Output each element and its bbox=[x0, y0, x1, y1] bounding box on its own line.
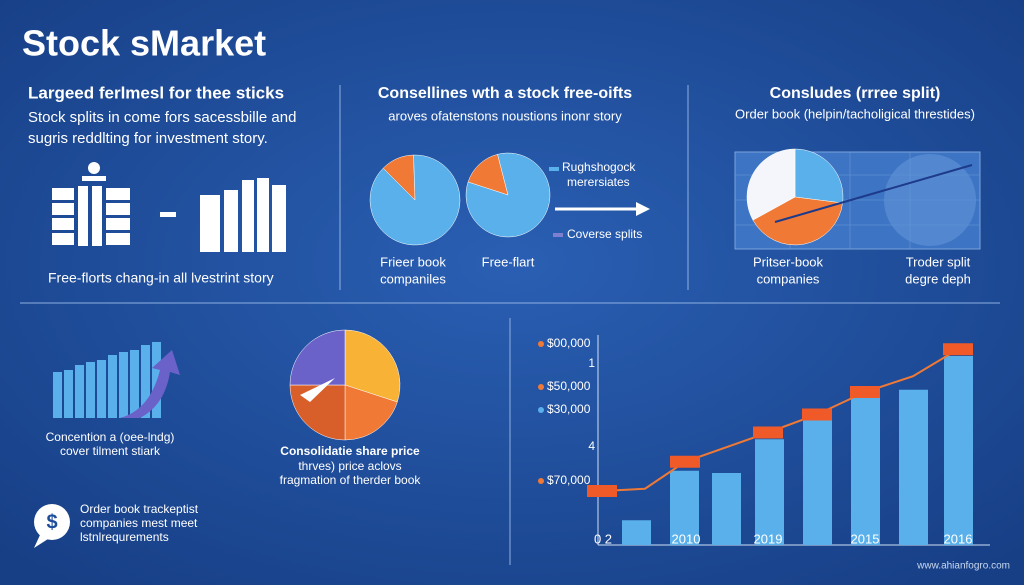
y-label: $50,000 bbox=[547, 379, 591, 393]
pie bbox=[746, 148, 844, 246]
legend-swatch bbox=[549, 167, 559, 171]
arrow bbox=[774, 164, 973, 223]
line-marker bbox=[802, 408, 832, 421]
pie-slice bbox=[289, 329, 346, 386]
circle bbox=[884, 154, 976, 246]
marker bbox=[538, 478, 544, 484]
pie bbox=[465, 152, 551, 238]
pie-slice bbox=[344, 384, 398, 441]
line-marker bbox=[850, 386, 880, 398]
caption: Concention a (oee-lndg) bbox=[46, 430, 175, 444]
note: Order book trackeptist bbox=[80, 502, 199, 516]
y-label: $30,000 bbox=[547, 402, 591, 416]
watermark: www.ahianfogro.com bbox=[916, 561, 1010, 572]
legend-label: Rughshogock bbox=[562, 160, 636, 174]
line-marker bbox=[587, 485, 617, 497]
bar-chart: $00,000 1 $50,000 $30,000 4 $70,000 0 2 2010 201… bbox=[538, 335, 990, 546]
title: Stock sMarket bbox=[22, 23, 266, 64]
pie-slice bbox=[794, 148, 844, 204]
label: companiles bbox=[380, 271, 446, 286]
bar bbox=[712, 473, 741, 545]
bar bbox=[944, 356, 973, 545]
text: thrves) price aclovs bbox=[298, 459, 401, 473]
y-label: $70,000 bbox=[547, 473, 591, 487]
caption: Consolidatie share price bbox=[280, 444, 420, 458]
label: companies bbox=[757, 271, 820, 286]
x-label: 2019 bbox=[754, 531, 783, 546]
marker bbox=[538, 341, 544, 347]
pie-slice bbox=[344, 329, 401, 403]
icon bbox=[34, 504, 70, 540]
marker bbox=[538, 407, 544, 413]
x-label: 2010 bbox=[672, 531, 701, 546]
note: lstnlrequrements bbox=[80, 530, 169, 544]
text: fragmation of therder book bbox=[280, 473, 422, 487]
label: Frieer book bbox=[380, 254, 446, 269]
pie-slice bbox=[465, 152, 551, 238]
label: Pritser-book bbox=[753, 254, 824, 269]
caption: cover tilment stiark bbox=[60, 444, 161, 458]
pie bbox=[289, 329, 401, 441]
bar bbox=[899, 389, 928, 545]
subtitle: Order book (helpin/tacholigical threstid… bbox=[735, 106, 975, 121]
legend-label: merersiates bbox=[567, 175, 630, 189]
arrow bbox=[636, 202, 650, 216]
label: degre deph bbox=[905, 271, 971, 286]
legend-label: Coverse splits bbox=[567, 227, 642, 241]
pie bbox=[369, 154, 461, 246]
note: companies mest meet bbox=[80, 516, 198, 530]
icon bbox=[120, 350, 180, 418]
text: Stock splits in come fors sacessbille an… bbox=[28, 109, 296, 126]
label: Free-flart bbox=[482, 254, 535, 269]
bar bbox=[755, 439, 784, 545]
arrow bbox=[300, 378, 335, 402]
icon bbox=[53, 342, 161, 418]
bar bbox=[622, 520, 651, 545]
subtitle: aroves ofatenstons noustions inonr story bbox=[388, 108, 622, 123]
label: Troder split bbox=[906, 254, 971, 269]
line-marker bbox=[670, 455, 700, 468]
legend-swatch bbox=[553, 233, 563, 237]
line bbox=[601, 348, 959, 492]
heading: Largeed ferlmesl for thee sticks bbox=[28, 83, 284, 102]
heading: Consludes (rrree split) bbox=[770, 85, 941, 102]
pie-slice bbox=[746, 148, 796, 221]
x-label: 0 2 bbox=[594, 531, 612, 546]
caption: Free-florts chang-in all lvestrint story bbox=[48, 270, 274, 286]
heading: Consellines wth a stock free-oifts bbox=[378, 85, 632, 102]
icon: $ bbox=[46, 511, 57, 533]
pie-slice bbox=[369, 154, 461, 246]
icon bbox=[52, 162, 286, 252]
bar bbox=[851, 396, 880, 545]
pie-slice bbox=[289, 384, 346, 441]
x-label: 2015 bbox=[851, 531, 880, 546]
bar bbox=[803, 419, 832, 545]
y-label: 4 bbox=[588, 439, 595, 453]
y-label: 1 bbox=[588, 356, 595, 370]
line-marker bbox=[943, 343, 973, 356]
text: sugris reddlting for investment story. bbox=[28, 130, 268, 147]
y-label: $00,000 bbox=[547, 336, 591, 350]
marker bbox=[538, 384, 544, 390]
x-label: 2016 bbox=[944, 531, 973, 546]
icon bbox=[34, 535, 48, 548]
bar bbox=[670, 470, 699, 545]
line-marker bbox=[753, 426, 783, 439]
